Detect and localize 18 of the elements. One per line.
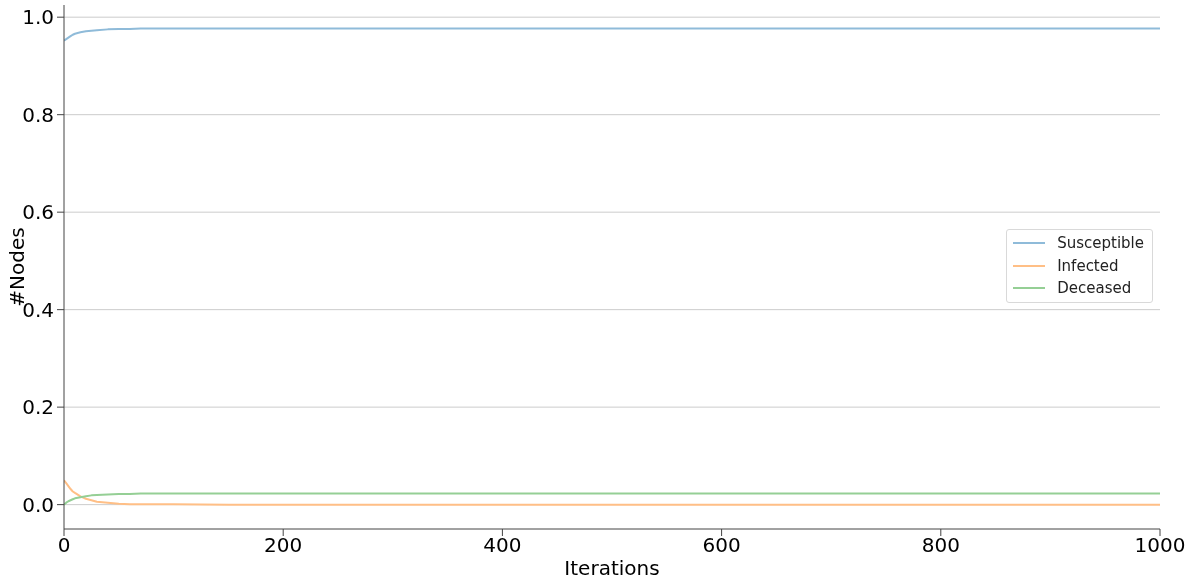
x-tick-label: 400 xyxy=(483,533,522,558)
y-tick-label: 0.2 xyxy=(22,395,54,420)
line-series xyxy=(64,479,1160,506)
x-tick-label: 800 xyxy=(921,533,960,558)
y-tick-label: 0.0 xyxy=(22,492,54,517)
y-tick-label: 0.6 xyxy=(22,200,54,225)
y-tick-label: 0.8 xyxy=(22,102,54,127)
x-axis-title: Iterations xyxy=(564,556,660,579)
x-tick-label: 0 xyxy=(57,533,71,558)
legend-label: Deceased xyxy=(1057,279,1132,298)
x-tick-label: 200 xyxy=(264,533,303,558)
line-series xyxy=(64,492,1160,506)
x-tick-label: 600 xyxy=(702,533,741,558)
legend-label: Infected xyxy=(1057,256,1119,275)
y-tick-label: 1.0 xyxy=(22,5,54,30)
x-tick-label: 1000 xyxy=(1134,533,1186,558)
line-series xyxy=(64,27,1160,42)
legend-label: Susceptible xyxy=(1057,234,1144,253)
